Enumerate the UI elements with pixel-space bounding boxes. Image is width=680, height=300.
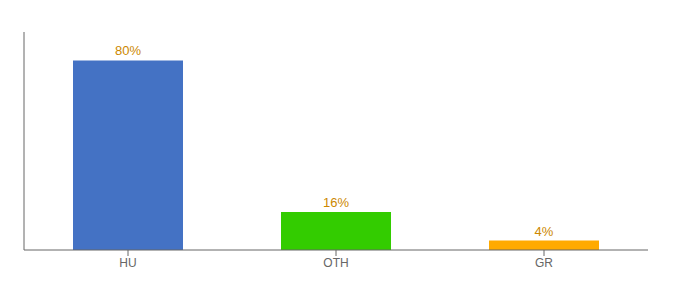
- svg-text:16%: 16%: [323, 195, 349, 210]
- svg-text:OTH: OTH: [323, 256, 348, 270]
- svg-text:4%: 4%: [535, 224, 554, 239]
- svg-text:80%: 80%: [115, 43, 141, 58]
- svg-text:GR: GR: [535, 256, 553, 270]
- svg-text:HU: HU: [119, 256, 136, 270]
